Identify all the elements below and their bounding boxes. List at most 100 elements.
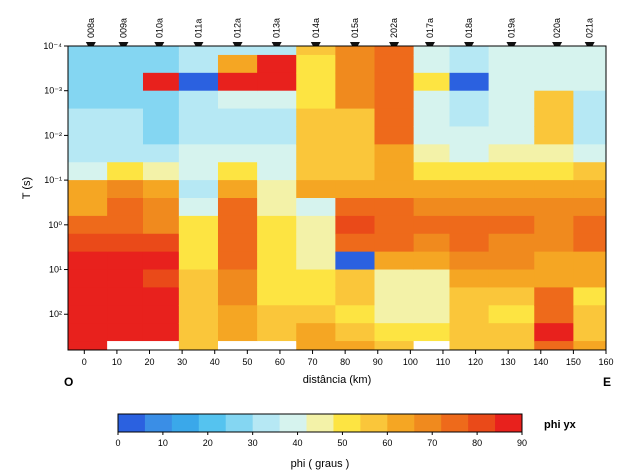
x-tick-label: 160 [598,357,613,367]
colorbar-tick-label: 70 [427,438,437,448]
heatmap-cell [107,233,144,253]
heatmap-cell [142,323,180,342]
heatmap-cell [413,287,450,306]
heatmap-cell [257,287,297,306]
colorbar-swatch [118,414,146,432]
heatmap-cell [573,144,607,163]
colorbar-swatch [252,414,281,432]
heatmap-cell [296,46,336,56]
heatmap-cell [68,233,108,253]
colorbar-tick-label: 10 [158,438,168,448]
heatmap-cell [488,269,535,288]
heatmap-cell [142,233,180,253]
heatmap-cell [296,72,336,92]
heatmap-cell [335,323,375,342]
heatmap-cell [335,46,375,56]
heatmap-cell [68,46,108,56]
heatmap-cell [413,269,450,288]
heatmap-cell [296,144,336,163]
heatmap-cell [488,341,535,351]
station-label: 202a [389,18,399,38]
heatmap-cell [178,144,219,163]
colorbar: 0 10 20 30 40 50 60 70 80 90 [115,413,527,448]
heatmap-cell [142,305,180,324]
y-tick-label: 10⁰ [48,220,62,230]
x-tick-label: 50 [242,357,252,367]
x-tick-label: 30 [177,357,187,367]
heatmap-cell [257,323,297,342]
y-axis-label: T (s) [21,177,33,199]
station-label: 009a [118,18,128,38]
heatmap-cell [413,305,450,324]
colorbar-frame [117,413,523,433]
heatmap-cell [257,180,297,199]
heatmap-cell [178,72,219,92]
y-tick-label: 10⁻³ [44,86,62,96]
colorbar-swatch [225,414,254,432]
heatmap-cell [68,269,108,288]
heatmap-cell [413,215,450,235]
heatmap-cell [413,46,450,56]
heatmap-cell [413,180,450,199]
heatmap-cell [449,341,490,351]
heatmap-cell [335,162,375,181]
heatmap-cell [335,269,375,288]
heatmap-cell [296,269,336,288]
heatmap-cell [488,215,535,235]
heatmap-cell [374,162,415,181]
heatmap-cell [335,198,375,217]
heatmap-cell [488,305,535,324]
heatmap-cell [374,144,415,163]
heatmap-cell [68,108,108,127]
heatmap-cell [488,251,535,271]
heatmap-cell [142,126,180,145]
heatmap-cell [178,90,219,110]
y-tick-label: 10⁻¹ [44,175,62,185]
heatmap-cell [142,251,180,271]
heatmap-cell [573,269,607,288]
heatmap-cell [257,341,297,351]
heatmap-cell [335,233,375,253]
heatmap-cell [534,233,574,253]
heatmap-cell [449,305,490,324]
heatmap-cell [413,54,450,74]
heatmap-cell [449,215,490,235]
heatmap-cell [335,287,375,306]
heatmap-cell [413,341,450,351]
x-tick-label: 100 [403,357,418,367]
colorbar-swatch [144,414,173,432]
heatmap-cell [573,215,607,235]
heatmap-cell [449,287,490,306]
heatmap-cell [335,54,375,74]
heatmap-cell [142,162,180,181]
heatmap-cell [374,305,415,324]
heatmap-cell [573,287,607,306]
colorbar-title: phi yx [544,419,577,431]
heatmap-cell [413,72,450,92]
heatmap-cell [335,90,375,110]
heatmap-cell [107,251,144,271]
heatmap-cell [217,341,258,351]
heatmap-cell [217,323,258,342]
heatmap-cell [374,233,415,253]
heatmap-cell [449,144,490,163]
heatmap-cell [107,54,144,74]
heatmap-cell [488,72,535,92]
colorbar-swatch [387,414,415,432]
heatmap-cell [68,54,108,74]
colorbar-tick-label: 0 [115,438,120,448]
heatmap-cell [68,305,108,324]
x-tick-label: 60 [275,357,285,367]
heatmap-cell [449,233,490,253]
heatmap-cell [142,144,180,163]
heatmap-cell [374,215,415,235]
heatmap-cell [573,90,607,110]
heatmap-cell [178,54,219,74]
colorbar-tick-label: 60 [382,438,392,448]
heatmap-cell [142,180,180,199]
heatmap-cell [107,126,144,145]
heatmap-cell [107,108,144,127]
colorbar-tick-label: 90 [517,438,527,448]
heatmap-cell [107,180,144,199]
heatmap-cell [217,162,258,181]
